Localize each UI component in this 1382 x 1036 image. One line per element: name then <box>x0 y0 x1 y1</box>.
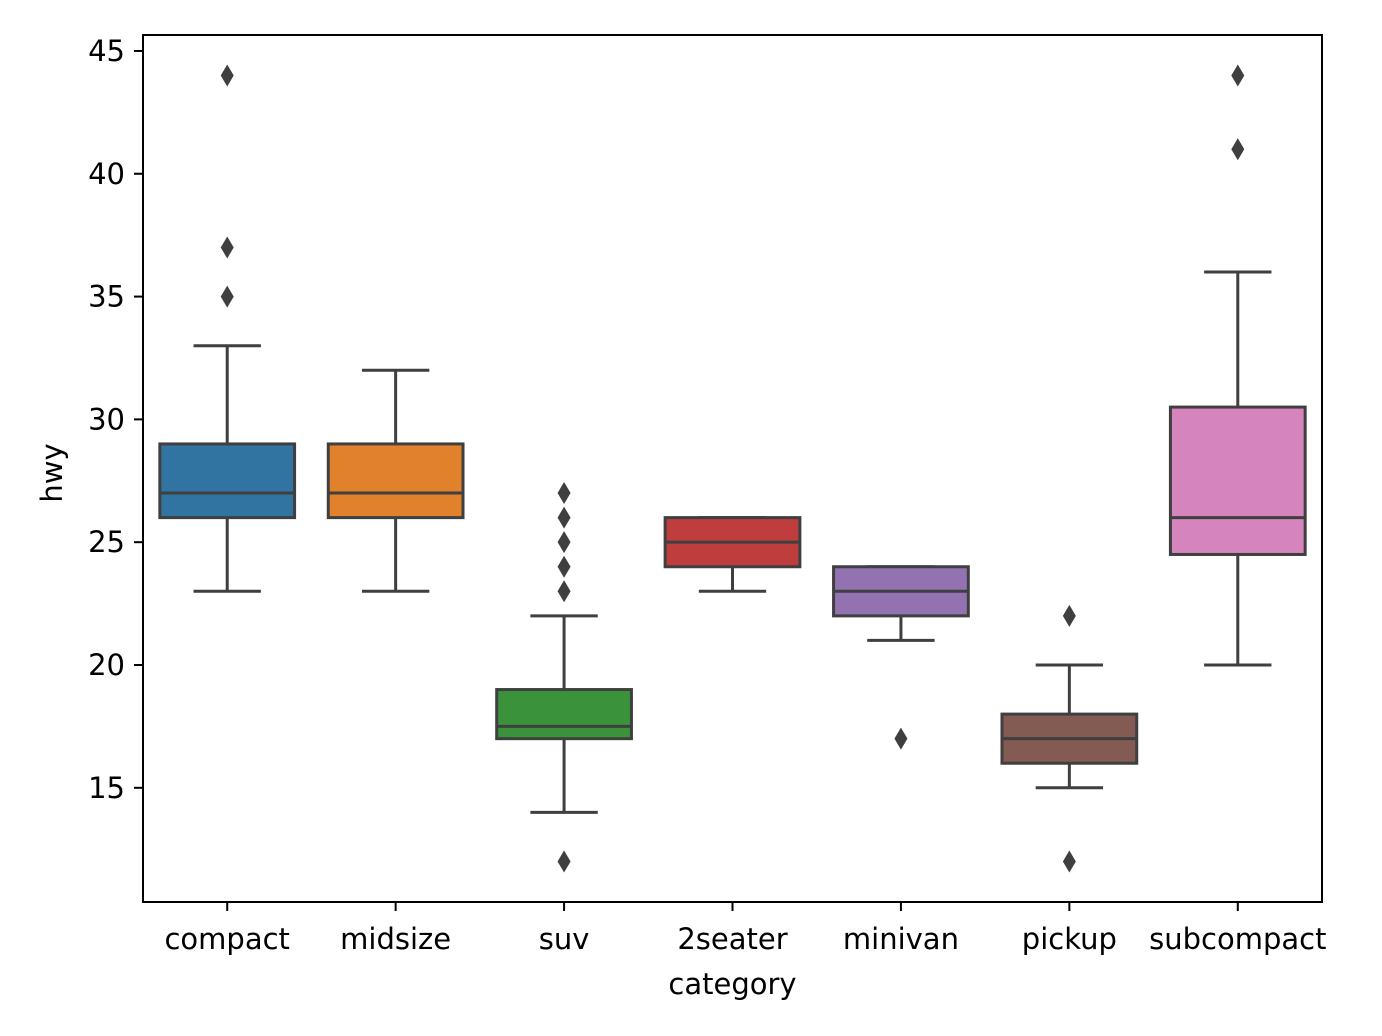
box-group-pickup <box>1000 604 1139 873</box>
y-tick-label: 15 <box>88 771 125 805</box>
outlier-point-suv-1 <box>557 580 571 603</box>
box-group-minivan <box>832 565 970 750</box>
y-tick-label: 40 <box>88 157 125 191</box>
box-subcompact <box>1168 405 1307 556</box>
x-axis-label: category <box>668 967 796 1001</box>
box-group-2seater <box>663 516 802 593</box>
x-tick-label: subcompact <box>1149 922 1326 956</box>
x-tick-label: suv <box>539 922 590 956</box>
outlier-point-pickup-1 <box>1062 604 1076 627</box>
y-tick-label: 35 <box>88 280 125 314</box>
box-suv <box>495 688 633 741</box>
outlier-point-suv-5 <box>557 482 571 505</box>
box-compact <box>158 442 297 520</box>
box-midsize <box>326 442 465 520</box>
boxes-layer <box>158 64 1307 873</box>
x-axis: compact midsize suv 2seater minivan pickup sub… <box>164 902 1326 956</box>
outlier-point-compact-0 <box>220 285 234 308</box>
x-tick-label: 2seater <box>677 922 787 956</box>
y-tick-label: 25 <box>88 525 125 559</box>
y-tick-label: 30 <box>88 402 125 436</box>
outlier-point-pickup-0 <box>1062 850 1076 873</box>
box-group-midsize <box>326 368 465 593</box>
outlier-point-suv-3 <box>557 531 571 554</box>
y-tick-label: 20 <box>88 648 125 682</box>
outlier-point-subcompact-0 <box>1231 138 1245 161</box>
y-axis-label: hwy <box>35 443 69 502</box>
outlier-point-subcompact-1 <box>1231 64 1245 87</box>
y-axis: 15 20 25 30 35 40 45 <box>88 34 143 805</box>
outlier-point-suv-0 <box>557 850 571 873</box>
outlier-point-suv-4 <box>557 506 571 529</box>
outlier-point-compact-1 <box>220 236 234 259</box>
x-tick-label: pickup <box>1022 922 1117 956</box>
x-tick-label: minivan <box>843 922 959 956</box>
outlier-point-minivan-0 <box>894 727 908 750</box>
plot-frame <box>142 34 1323 903</box>
outlier-point-suv-2 <box>557 555 571 578</box>
box-group-suv <box>495 482 633 873</box>
plot-area <box>143 35 1322 902</box>
x-tick-label: compact <box>164 922 289 956</box>
x-tick-label: midsize <box>340 922 451 956</box>
outlier-point-compact-2 <box>220 64 234 87</box>
box-group-compact <box>158 64 297 593</box>
box-group-subcompact <box>1168 64 1307 667</box>
y-tick-label: 45 <box>88 34 125 68</box>
